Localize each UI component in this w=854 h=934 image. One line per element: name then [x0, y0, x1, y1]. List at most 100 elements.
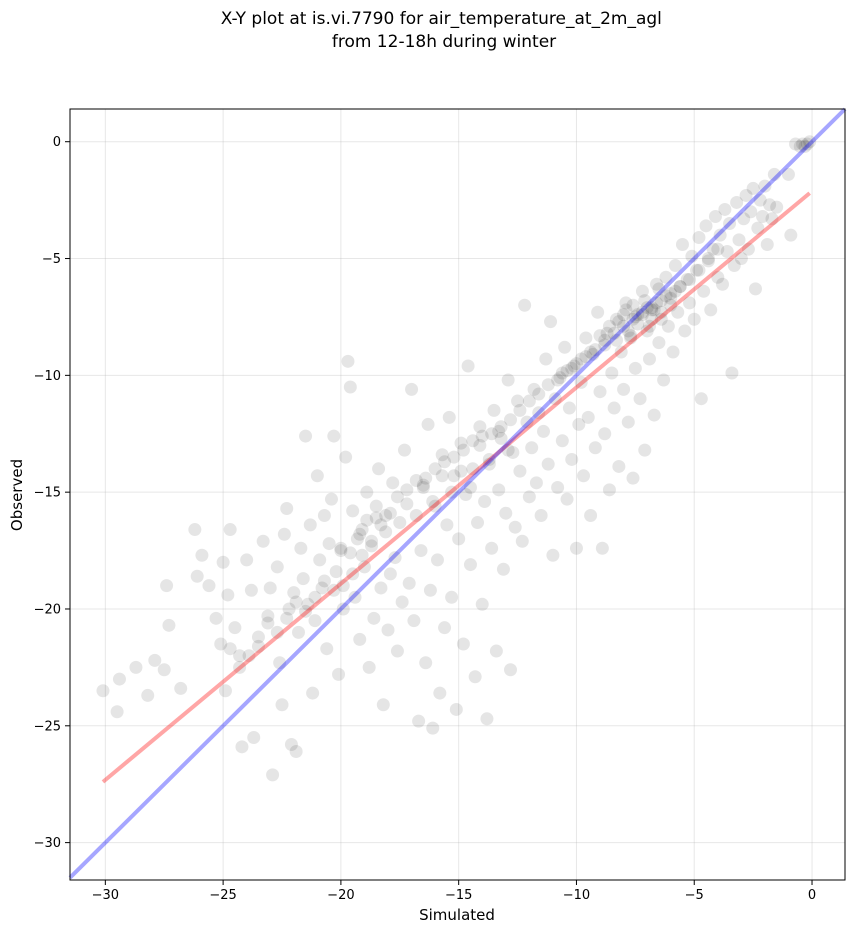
x-tick-label: −30	[92, 888, 119, 903]
scatter-point	[414, 544, 428, 558]
scatter-point	[548, 392, 562, 406]
scatter-point	[572, 417, 586, 431]
scatter-point	[242, 649, 256, 663]
scatter-point	[560, 364, 574, 378]
scatter-point	[148, 653, 162, 667]
scatter-point	[711, 242, 725, 256]
scatter-point	[372, 462, 386, 476]
y-axis-label: Observed	[8, 459, 26, 531]
scatter-point	[635, 284, 649, 298]
scatter-point	[628, 310, 642, 324]
scatter-point	[235, 740, 249, 754]
scatter-point	[270, 560, 284, 574]
plot-frame	[69, 108, 846, 881]
scatter-point	[492, 483, 506, 497]
scatter-point	[701, 254, 715, 268]
scatter-point	[504, 413, 518, 427]
scatter-point	[527, 382, 541, 396]
scatter-point	[478, 495, 492, 509]
scatter-point	[386, 476, 400, 490]
scatter-point	[162, 618, 176, 632]
scatter-point	[770, 200, 784, 214]
scatter-point	[621, 324, 635, 338]
scatter-point	[685, 249, 699, 263]
scatter-point	[494, 420, 508, 434]
scatter-point	[638, 443, 652, 457]
scatter-point	[374, 581, 388, 595]
scatter-point	[499, 506, 513, 520]
scatter-point	[567, 359, 581, 373]
scatter-point	[659, 289, 673, 303]
scatter-point	[680, 273, 694, 287]
scatter-point	[233, 649, 247, 663]
scatter-point	[671, 305, 685, 319]
scatter-point	[664, 298, 678, 312]
scatter-point	[214, 637, 228, 651]
scatter-point	[480, 712, 494, 726]
scatter-point	[494, 431, 508, 445]
scatter-point	[454, 436, 468, 450]
scatter-point	[456, 443, 470, 457]
x-tick-label: −15	[445, 888, 472, 903]
scatter-point	[588, 441, 602, 455]
scatter-point	[647, 303, 661, 317]
scatter-point	[216, 555, 230, 569]
scatter-point	[619, 303, 633, 317]
scatter-point	[273, 656, 287, 670]
scatter-point	[697, 284, 711, 298]
scatter-point	[751, 221, 765, 235]
scatter-point	[647, 408, 661, 422]
scatter-point	[725, 366, 739, 380]
scatter-point	[645, 301, 659, 315]
scatter-point	[765, 212, 779, 226]
scatter-point	[513, 403, 527, 417]
scatter-point	[419, 656, 433, 670]
scatter-point	[463, 558, 477, 572]
scatter-point	[454, 464, 468, 478]
scatter-point	[744, 205, 758, 219]
scatter-point	[569, 357, 583, 371]
scatter-point	[327, 429, 341, 443]
scatter-point	[421, 417, 435, 431]
scatter-point	[449, 702, 463, 716]
scatter-point	[803, 135, 817, 149]
scatter-point	[781, 167, 795, 181]
scatter-point	[640, 324, 654, 338]
scatter-point	[409, 473, 423, 487]
scatter-point	[720, 245, 734, 259]
scatter-point	[504, 663, 518, 677]
scatter-point	[628, 361, 642, 375]
scatter-point	[574, 375, 588, 389]
scatter-point	[713, 228, 727, 242]
scatter-point	[525, 441, 539, 455]
scatter-point	[650, 277, 664, 291]
scatter-point	[614, 345, 628, 359]
scatter-point	[756, 209, 770, 223]
scatter-point	[593, 385, 607, 399]
scatter-point	[482, 452, 496, 466]
scatter-point	[664, 287, 678, 301]
scatter-point	[675, 238, 689, 252]
x-tick-label: −25	[209, 888, 236, 903]
scatter-point	[584, 345, 598, 359]
scatter-point	[692, 263, 706, 277]
scatter-point	[277, 527, 291, 541]
scatter-point	[635, 305, 649, 319]
scatter-point	[468, 670, 482, 684]
scatter-point	[602, 319, 616, 333]
scatter-point	[624, 329, 638, 343]
scatter-point	[652, 282, 666, 296]
scatter-point	[209, 611, 223, 625]
scatter-point	[617, 382, 631, 396]
scatter-point	[511, 394, 525, 408]
scatter-point	[438, 621, 452, 635]
scatter-point	[317, 574, 331, 588]
scatter-point	[466, 434, 480, 448]
scatter-point	[423, 583, 437, 597]
scatter-point	[426, 495, 440, 509]
scatter-point	[357, 560, 371, 574]
scatter-point	[598, 333, 612, 347]
scatter-point	[626, 312, 640, 326]
scatter-point	[475, 597, 489, 611]
